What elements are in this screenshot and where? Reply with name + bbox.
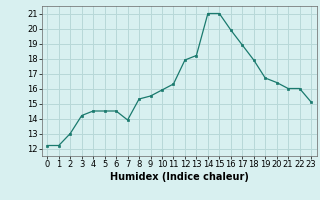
X-axis label: Humidex (Indice chaleur): Humidex (Indice chaleur): [110, 172, 249, 182]
